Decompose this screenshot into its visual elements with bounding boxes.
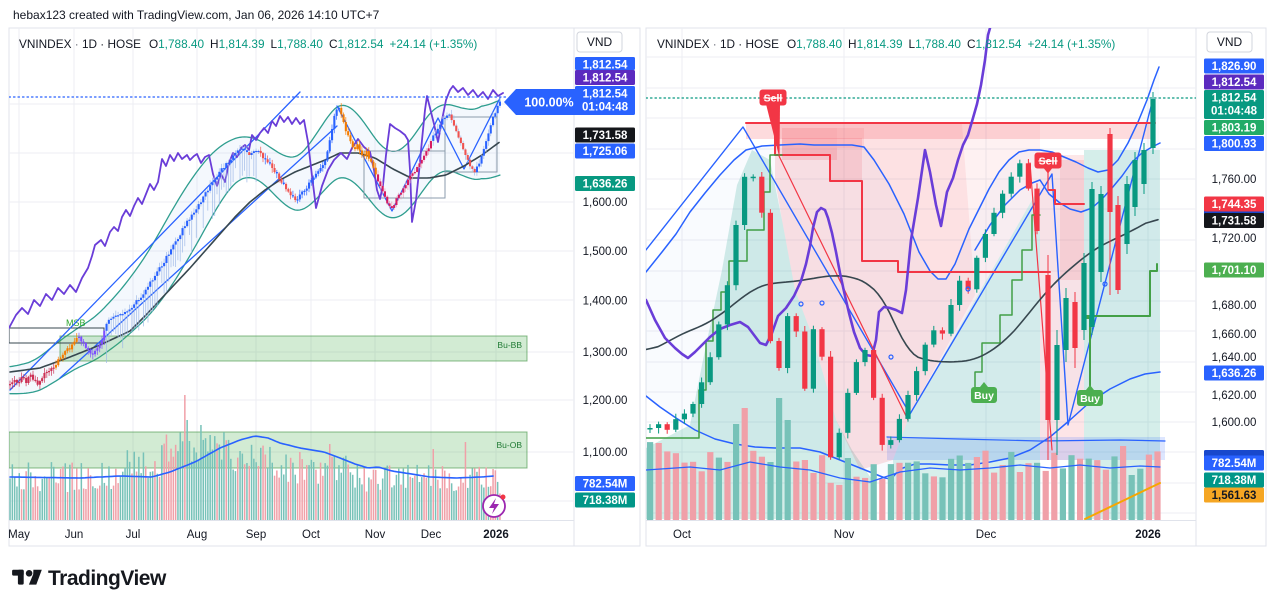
svg-text:1,500.00: 1,500.00: [583, 246, 628, 258]
svg-text:Dec: Dec: [976, 529, 997, 541]
svg-text:1,640.00: 1,640.00: [1212, 352, 1257, 364]
svg-text:TradingView: TradingView: [48, 567, 167, 590]
svg-text:1,620.00: 1,620.00: [1212, 390, 1257, 402]
svg-text:1,800.93: 1,800.93: [1212, 139, 1257, 151]
svg-text:2026: 2026: [483, 529, 509, 541]
svg-text:Jun: Jun: [65, 529, 84, 541]
svg-text:VND: VND: [1217, 35, 1243, 49]
svg-text:1,636.26: 1,636.26: [583, 179, 628, 191]
svg-text:1,812.54: 1,812.54: [583, 73, 628, 85]
svg-text:1,561.63: 1,561.63: [1212, 490, 1257, 502]
svg-text:1,600.00: 1,600.00: [1212, 417, 1257, 429]
svg-text:1,744.35: 1,744.35: [1212, 199, 1257, 211]
svg-text:1,812.54: 1,812.54: [583, 89, 628, 101]
svg-text:718.38M: 718.38M: [1212, 475, 1257, 487]
svg-text:Oct: Oct: [673, 529, 692, 541]
svg-text:Bu-OB: Bu-OB: [496, 440, 522, 450]
svg-text:1,600.00: 1,600.00: [583, 197, 628, 209]
svg-text:Nov: Nov: [365, 529, 386, 541]
svg-text:1,731.58: 1,731.58: [583, 130, 628, 142]
svg-text:hebax123 created with TradingV: hebax123 created with TradingView.com, J…: [13, 8, 380, 22]
svg-text:May: May: [8, 529, 30, 541]
svg-text:1,812.54: 1,812.54: [1212, 77, 1257, 89]
svg-text:1,731.58: 1,731.58: [1212, 216, 1257, 228]
svg-text:1,725.06: 1,725.06: [583, 146, 628, 158]
svg-text:Nov: Nov: [834, 529, 855, 541]
svg-text:Sep: Sep: [246, 529, 266, 541]
svg-text:VND: VND: [587, 35, 613, 49]
svg-text:Bu-BB: Bu-BB: [497, 340, 522, 350]
svg-text:1,300.00: 1,300.00: [583, 347, 628, 359]
svg-text:1,636.26: 1,636.26: [1212, 368, 1257, 380]
svg-text:1,660.00: 1,660.00: [1212, 329, 1257, 341]
svg-text:Buy: Buy: [974, 390, 994, 402]
svg-text:1,100.00: 1,100.00: [583, 447, 628, 459]
svg-text:782.54M: 782.54M: [1212, 458, 1257, 470]
svg-text:Buy: Buy: [1080, 393, 1100, 405]
svg-text:718.38M: 718.38M: [583, 495, 628, 507]
svg-text:01:04:48: 01:04:48: [582, 102, 629, 114]
svg-text:01:04:48: 01:04:48: [1211, 106, 1258, 118]
svg-text:1,400.00: 1,400.00: [583, 296, 628, 308]
svg-text:1,803.19: 1,803.19: [1212, 123, 1257, 135]
svg-text:1,826.90: 1,826.90: [1212, 61, 1257, 73]
svg-text:100.00%: 100.00%: [524, 96, 573, 110]
svg-text:Jul: Jul: [126, 529, 141, 541]
svg-text:1,720.00: 1,720.00: [1212, 233, 1257, 245]
svg-text:2026: 2026: [1135, 529, 1161, 541]
svg-text:1,680.00: 1,680.00: [1212, 300, 1257, 312]
svg-text:Aug: Aug: [187, 529, 207, 541]
svg-text:782.54M: 782.54M: [583, 479, 628, 491]
svg-text:Dec: Dec: [421, 529, 442, 541]
svg-text:1,812.54: 1,812.54: [1212, 93, 1257, 105]
svg-text:1,200.00: 1,200.00: [583, 395, 628, 407]
svg-text:1,701.10: 1,701.10: [1212, 265, 1257, 277]
svg-text:1,812.54: 1,812.54: [583, 60, 628, 72]
svg-text:Oct: Oct: [302, 529, 321, 541]
svg-text:1,760.00: 1,760.00: [1212, 174, 1257, 186]
